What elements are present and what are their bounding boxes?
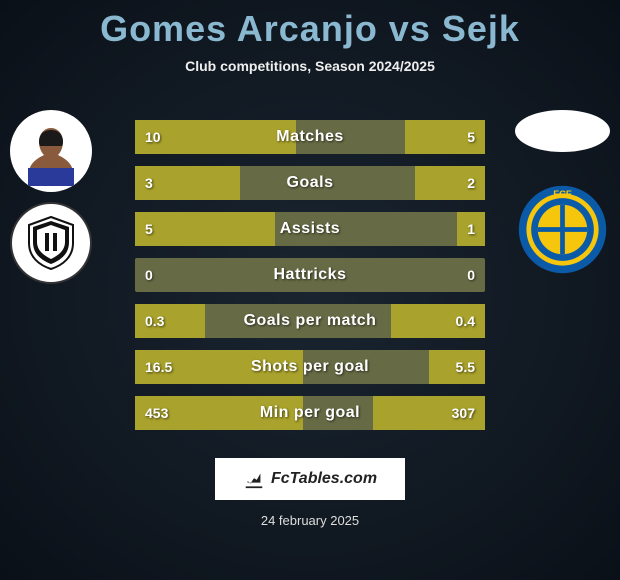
right-column: FCF <box>515 110 610 287</box>
player1-club-badge <box>10 202 92 284</box>
stat-label: Goals <box>135 166 485 200</box>
person-icon <box>16 116 86 186</box>
stat-label: Goals per match <box>135 304 485 338</box>
player2-club-badge: FCF <box>515 182 610 277</box>
stat-label: Min per goal <box>135 396 485 430</box>
stat-row: 453Min per goal307 <box>135 396 485 430</box>
site-badge[interactable]: FcTables.com <box>215 458 405 500</box>
chart-icon <box>243 468 265 490</box>
stat-row: 3Goals2 <box>135 166 485 200</box>
stats-bars: 10Matches53Goals25Assists10Hattricks00.3… <box>135 120 485 442</box>
stat-right-value: 0.4 <box>456 304 475 338</box>
player1-avatar <box>10 110 92 192</box>
stat-right-value: 307 <box>452 396 475 430</box>
stat-label: Shots per goal <box>135 350 485 384</box>
stat-row: 10Matches5 <box>135 120 485 154</box>
stat-right-value: 5 <box>467 120 475 154</box>
fcf-badge-icon: FCF <box>515 182 610 277</box>
stat-row: 0.3Goals per match0.4 <box>135 304 485 338</box>
stat-label: Matches <box>135 120 485 154</box>
stat-right-value: 1 <box>467 212 475 246</box>
shield-icon <box>21 213 81 273</box>
page-title: Gomes Arcanjo vs Sejk <box>0 0 620 50</box>
page-subtitle: Club competitions, Season 2024/2025 <box>0 58 620 74</box>
stat-right-value: 0 <box>467 258 475 292</box>
stat-right-value: 5.5 <box>456 350 475 384</box>
stat-label: Assists <box>135 212 485 246</box>
stat-row: 16.5Shots per goal5.5 <box>135 350 485 384</box>
site-name: FcTables.com <box>271 470 377 488</box>
player2-flag <box>515 110 610 152</box>
stat-right-value: 2 <box>467 166 475 200</box>
stat-row: 5Assists1 <box>135 212 485 246</box>
left-column <box>10 110 92 294</box>
stat-label: Hattricks <box>135 258 485 292</box>
stat-row: 0Hattricks0 <box>135 258 485 292</box>
footer-date: 24 february 2025 <box>261 513 359 528</box>
svg-text:FCF: FCF <box>553 189 572 200</box>
